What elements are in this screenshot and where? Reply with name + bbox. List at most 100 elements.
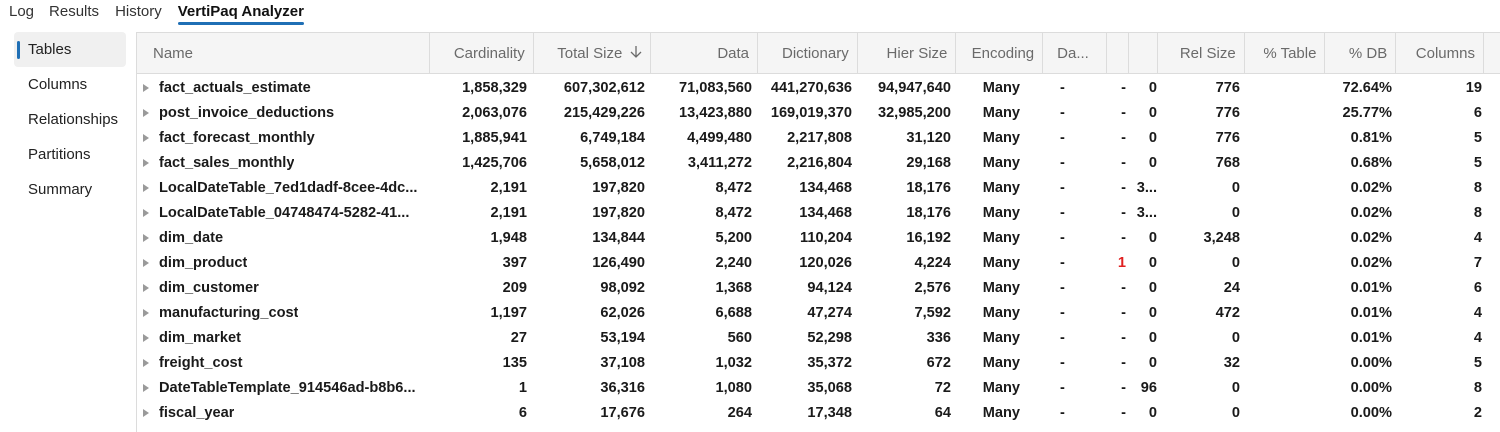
table-row[interactable]: post_invoice_deductions 2,063,076 215,429,…: [137, 100, 1500, 125]
table-name-cell: manufacturing_cost: [137, 305, 431, 321]
table-row[interactable]: freight_cost 135 37,108 1,032 35,372 672 Many -…: [137, 350, 1500, 375]
cardinality-value: 135: [502, 354, 527, 371]
encoding-value: Many: [982, 179, 1020, 196]
expand-chevron-icon[interactable]: [143, 358, 149, 367]
tab-log[interactable]: Log: [9, 3, 35, 20]
column-header-da[interactable]: Da...: [1043, 33, 1107, 74]
table-row[interactable]: dim_product 397 126,490 2,240 120,026 4,224 Ma…: [137, 250, 1500, 275]
column-header-pct-db[interactable]: % DB: [1325, 33, 1397, 74]
encoding-value: Many: [982, 79, 1020, 96]
expand-chevron-icon[interactable]: [143, 408, 149, 417]
table-row[interactable]: LocalDateTable_04748474-5282-41... 2,191 1…: [137, 200, 1500, 225]
table-name: fact_forecast_monthly: [159, 129, 315, 146]
expand-chevron-icon[interactable]: [143, 233, 149, 242]
data-value: 6,688: [715, 304, 752, 321]
pct-db-value: 25.77%: [1342, 104, 1393, 121]
column-header-blank-2[interactable]: [1129, 33, 1158, 74]
column-header-blank-1[interactable]: [1107, 33, 1129, 74]
table-row[interactable]: LocalDateTable_7ed1dadf-8cee-4dc... 2,191…: [137, 175, 1500, 200]
column-header-pct-table[interactable]: % Table: [1245, 33, 1326, 74]
table-row[interactable]: DateTableTemplate_914546ad-b8b6... 1 36,31…: [137, 375, 1500, 400]
table-row[interactable]: fact_forecast_monthly 1,885,941 6,749,184 4…: [137, 125, 1500, 150]
nav-item-tables[interactable]: Tables: [14, 32, 126, 67]
expand-chevron-icon[interactable]: [143, 108, 149, 117]
pct-db-value: 0.01%: [1350, 329, 1392, 346]
table-row[interactable]: fiscal_year 6 17,676 264 17,348 64 Many - - 0 0 0.0…: [137, 400, 1500, 425]
expand-chevron-icon[interactable]: [143, 308, 149, 317]
table-name: dim_product: [159, 254, 248, 271]
column-header-encoding[interactable]: Encoding: [956, 33, 1044, 74]
expand-chevron-icon[interactable]: [143, 333, 149, 342]
table-row[interactable]: dim_date 1,948 134,844 5,200 110,204 16,192 Ma…: [137, 225, 1500, 250]
column-header-columns[interactable]: Columns: [1396, 33, 1484, 74]
pct-db-value: 0.01%: [1350, 279, 1392, 296]
table-row[interactable]: fact_sales_monthly 1,425,706 5,658,012 3,41…: [137, 150, 1500, 175]
col-value-2: 0: [1148, 329, 1157, 346]
encoding-value: Many: [982, 379, 1020, 396]
hier-size-value: 672: [926, 354, 951, 371]
tab-history[interactable]: History: [115, 3, 162, 20]
pct-db-value: 0.02%: [1350, 204, 1392, 221]
data-value: 13,423,880: [678, 104, 752, 121]
expand-chevron-icon[interactable]: [143, 208, 149, 217]
hier-size-value: 2,576: [914, 279, 951, 296]
total-size-value: 197,820: [592, 179, 645, 196]
expand-chevron-icon[interactable]: [143, 183, 149, 192]
table-name: LocalDateTable_7ed1dadf-8cee-4dc...: [159, 179, 418, 196]
table-name-cell: post_invoice_deductions: [137, 105, 431, 121]
col-value-2: 0: [1148, 229, 1157, 246]
da-value: -: [1060, 204, 1065, 221]
hier-size-value: 64: [934, 404, 951, 421]
total-size-value: 126,490: [592, 254, 645, 271]
expand-chevron-icon[interactable]: [143, 383, 149, 392]
nav-item-summary[interactable]: Summary: [28, 181, 93, 198]
col-value-1: -: [1121, 204, 1126, 221]
data-value: 2,240: [715, 254, 752, 271]
encoding-value: Many: [982, 154, 1020, 171]
table-name-cell: LocalDateTable_7ed1dadf-8cee-4dc...: [137, 180, 431, 196]
col-value-1: -: [1121, 154, 1126, 171]
column-header-data[interactable]: Data: [651, 33, 758, 74]
expand-chevron-icon[interactable]: [143, 158, 149, 167]
column-header-cardinality[interactable]: Cardinality: [430, 33, 534, 74]
nav-item-relationships[interactable]: Relationships: [28, 111, 119, 128]
data-value: 8,472: [715, 179, 752, 196]
column-header-dictionary[interactable]: Dictionary: [758, 33, 858, 74]
encoding-value: Many: [982, 304, 1020, 321]
table-row[interactable]: fact_actuals_estimate 1,858,329 607,302,61…: [137, 75, 1500, 100]
rel-size-value: 776: [1215, 79, 1240, 96]
columns-count: 6: [1473, 104, 1482, 121]
side-nav: Tables Columns Relationships Partitions …: [14, 32, 126, 207]
col-value-2: 0: [1148, 104, 1157, 121]
column-header-rel-size[interactable]: Rel Size: [1158, 33, 1245, 74]
expand-chevron-icon[interactable]: [143, 133, 149, 142]
col-value-2: 96: [1140, 379, 1157, 396]
column-header-name[interactable]: Name: [137, 33, 431, 74]
da-value: -: [1060, 379, 1065, 396]
column-header-hier-size[interactable]: Hier Size: [858, 33, 957, 74]
dictionary-value: 134,468: [799, 204, 852, 221]
pct-db-value: 0.68%: [1350, 154, 1392, 171]
col-value-2: 3...: [1136, 204, 1157, 221]
expand-chevron-icon[interactable]: [143, 258, 149, 267]
nav-item-columns[interactable]: Columns: [28, 76, 88, 93]
table-row[interactable]: dim_market 27 53,194 560 52,298 336 Many - - 0 0 0.…: [137, 325, 1500, 350]
table-name: dim_customer: [159, 279, 259, 296]
cardinality-value: 2,191: [490, 204, 527, 221]
table-row[interactable]: manufacturing_cost 1,197 62,026 6,688 47,274…: [137, 300, 1500, 325]
total-size-value: 53,194: [600, 329, 645, 346]
col-value-1: -: [1121, 354, 1126, 371]
col-value-1: -: [1121, 129, 1126, 146]
tab-vertipaq-analyzer[interactable]: VertiPaq Analyzer: [177, 0, 305, 28]
encoding-value: Many: [982, 329, 1020, 346]
nav-item-partitions[interactable]: Partitions: [28, 146, 91, 163]
tab-results[interactable]: Results: [49, 3, 100, 20]
expand-chevron-icon[interactable]: [143, 83, 149, 92]
expand-chevron-icon[interactable]: [143, 283, 149, 292]
col-value-2: 0: [1148, 354, 1157, 371]
col-value-1: 1: [1117, 254, 1126, 271]
table-row[interactable]: dim_customer 209 98,092 1,368 94,124 2,576 Man…: [137, 275, 1500, 300]
hier-size-value: 7,592: [914, 304, 951, 321]
column-header-total-size[interactable]: Total Size: [534, 33, 652, 74]
total-size-value: 98,092: [600, 279, 645, 296]
